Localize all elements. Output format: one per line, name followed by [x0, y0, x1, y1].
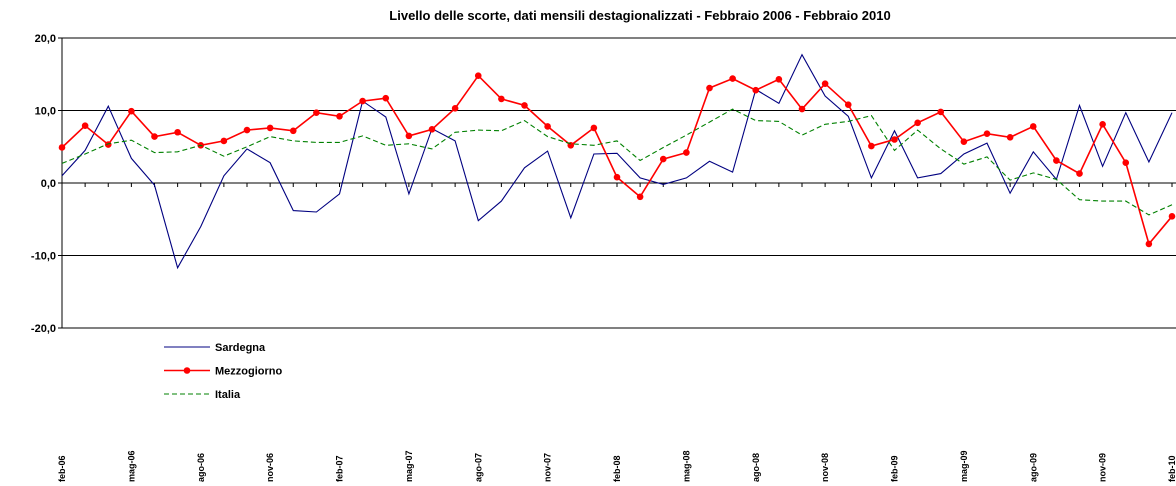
x-tick-label: nov-08: [820, 453, 830, 482]
x-tick-label: mag-08: [681, 450, 691, 482]
series-marker: [1145, 240, 1153, 248]
series-marker: [521, 102, 528, 109]
series-marker: [891, 136, 898, 143]
x-tick-label: ago-08: [751, 453, 761, 482]
legend-marker: [183, 367, 191, 374]
x-tick-label: feb-07: [335, 455, 345, 482]
x-tick-label: feb-06: [57, 455, 67, 482]
series-marker: [474, 72, 482, 79]
series-marker: [313, 109, 320, 116]
series-line: [61, 53, 1173, 270]
y-tick-label: -20,0: [31, 323, 56, 335]
y-tick-label: 0,0: [41, 178, 56, 190]
series-marker: [844, 101, 852, 108]
x-tick-label: nov-07: [543, 453, 553, 482]
series-marker: [1099, 120, 1106, 128]
series-line: [61, 74, 1173, 246]
series-marker: [706, 84, 713, 92]
series-marker: [220, 137, 228, 145]
x-tick-label: feb-09: [890, 455, 900, 482]
series-marker: [636, 193, 644, 201]
series-marker: [983, 130, 991, 137]
x-tick-label: feb-08: [612, 455, 622, 482]
series-marker: [729, 75, 736, 82]
series-marker: [613, 173, 621, 181]
series-marker: [752, 86, 760, 94]
series-marker: [1122, 159, 1130, 166]
x-tick-label: mag-07: [404, 450, 414, 482]
series-marker: [174, 128, 181, 136]
x-tick-label: ago-07: [473, 453, 483, 482]
x-tick-label: mag-09: [959, 450, 969, 482]
series-marker: [359, 97, 366, 105]
series-marker: [1076, 170, 1083, 177]
series-marker: [382, 94, 390, 102]
series-marker: [1053, 157, 1060, 164]
series-marker: [243, 126, 251, 134]
series-marker: [1006, 134, 1014, 141]
series-marker: [81, 122, 89, 130]
series-marker: [960, 138, 968, 145]
chart-title: Livello delle scorte, dati mensili desta…: [389, 8, 890, 23]
series-marker: [451, 105, 459, 112]
series-marker: [914, 119, 921, 127]
series-marker: [289, 127, 297, 135]
legend-label: Sardegna: [215, 342, 266, 354]
series-marker: [1168, 213, 1176, 220]
x-tick-label: mag-06: [126, 450, 136, 482]
legend-label: Italia: [215, 389, 241, 401]
x-tick-label: nov-09: [1098, 453, 1108, 482]
series-marker: [683, 149, 690, 156]
x-tick-label: ago-06: [196, 453, 206, 482]
series-marker: [405, 132, 413, 140]
series-marker: [798, 105, 806, 113]
series-marker: [659, 155, 667, 163]
series-marker: [128, 107, 135, 115]
series-marker: [821, 80, 829, 87]
series-marker: [868, 142, 875, 150]
y-tick-label: -10,0: [31, 251, 56, 263]
x-tick-label: ago-09: [1028, 453, 1038, 482]
legend-label: Mezzogiorno: [215, 366, 282, 378]
y-tick-label: 10,0: [35, 106, 56, 118]
series-marker: [544, 123, 551, 130]
series-marker: [775, 76, 783, 83]
series-marker: [58, 144, 66, 151]
series-marker: [266, 124, 274, 132]
series-marker: [498, 95, 505, 103]
series-marker: [336, 113, 343, 120]
series-marker: [151, 133, 158, 140]
series-marker: [428, 126, 436, 133]
y-tick-label: 20,0: [35, 33, 56, 45]
x-tick-label: nov-06: [265, 453, 275, 482]
x-tick-label: feb-10: [1167, 455, 1176, 482]
series-line: [61, 108, 1173, 216]
series-marker: [937, 108, 945, 116]
series-marker: [1029, 123, 1037, 130]
series-marker: [104, 141, 112, 148]
series-marker: [590, 124, 598, 132]
